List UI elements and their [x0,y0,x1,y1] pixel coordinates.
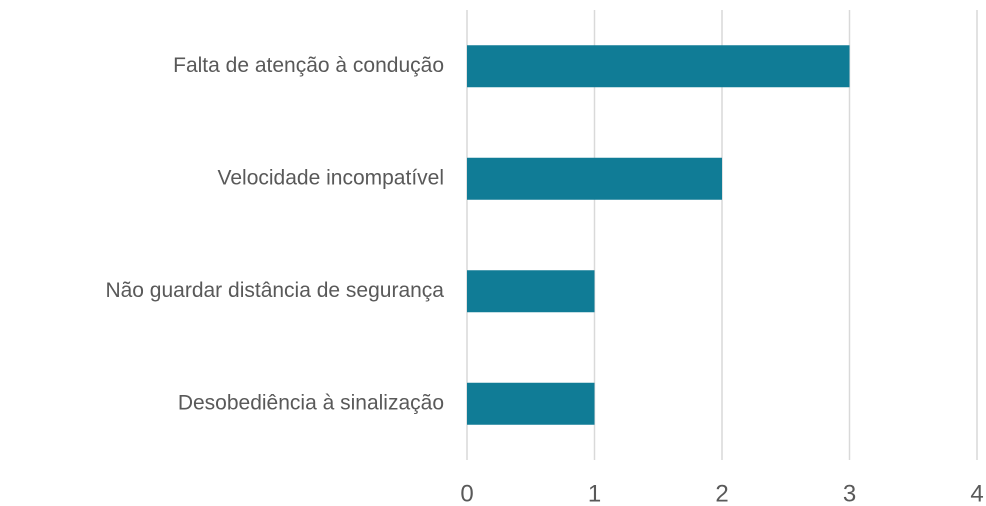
x-tick-label: 1 [588,480,601,506]
bar [467,45,850,88]
y-tick-label: Velocidade incompatível [218,166,444,189]
y-tick-label: Falta de atenção à condução [173,54,444,77]
x-tick-label: 2 [715,480,728,506]
x-tick-label: 4 [970,480,983,506]
y-tick-label: Não guardar distância de segurança [105,279,444,302]
bar [467,157,722,200]
y-tick-label: Desobediência à sinalização [178,391,444,414]
x-tick-label: 3 [843,480,856,506]
x-tick-label: 0 [460,480,473,506]
bar [467,382,595,425]
bar [467,270,595,313]
